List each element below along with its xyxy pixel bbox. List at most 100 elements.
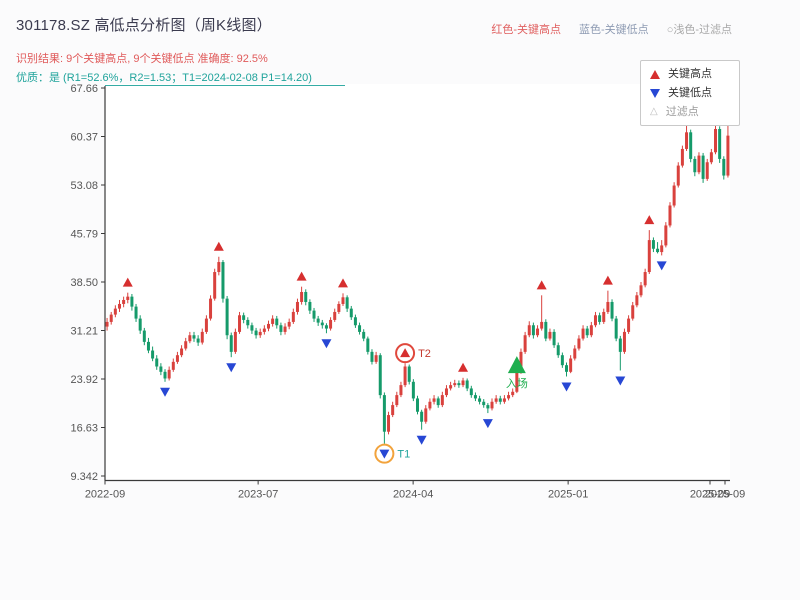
candle-body	[159, 366, 163, 372]
candle-body	[718, 128, 722, 159]
candle-body	[465, 380, 469, 389]
candle-body	[552, 331, 556, 346]
annotations-layer: T1 T2	[374, 343, 431, 464]
candle-body	[589, 325, 593, 336]
axes-layer: 67.66 60.37 53.08 45.79 38.50 31.21 23.92 16.63…	[70, 83, 745, 501]
candle-body	[544, 321, 548, 339]
key-high-marker	[536, 280, 547, 290]
candle-body	[324, 325, 328, 329]
candle-body	[569, 358, 573, 372]
y-tick-label: 16.63	[70, 423, 98, 435]
candle-body	[258, 331, 262, 336]
key-low-marker	[160, 387, 171, 397]
candle-body	[378, 355, 382, 396]
candle-body	[440, 395, 444, 406]
y-tick-label: 23.92	[70, 374, 98, 386]
candle-body	[221, 262, 225, 299]
candle-body	[689, 132, 693, 159]
candle-body	[283, 326, 287, 332]
candle-body	[507, 395, 511, 399]
candle-body	[184, 341, 188, 349]
candle-body	[250, 325, 254, 331]
key-low-marker	[321, 339, 332, 349]
candle-body	[387, 415, 391, 432]
y-tick-label: 31.21	[70, 326, 98, 338]
candle-body	[709, 152, 713, 163]
candle-body	[531, 325, 535, 336]
candle-body	[391, 405, 395, 416]
candle-body	[337, 303, 341, 312]
candle-body	[271, 318, 275, 324]
candle-body	[565, 365, 569, 372]
candle-body	[482, 401, 486, 406]
candles-layer	[105, 112, 730, 444]
key-low-marker	[226, 363, 237, 373]
candle-body	[122, 299, 126, 304]
y-tick-label: 9.342	[70, 471, 98, 483]
candle-body	[163, 371, 167, 379]
candle-body	[109, 314, 113, 322]
candle-body	[242, 315, 246, 320]
candle-body	[134, 306, 138, 319]
subtitle-underline	[105, 85, 345, 86]
entry-marker-layer: 入场	[506, 356, 528, 390]
candle-body	[651, 240, 655, 249]
top-legend-key-high-label: 红色-关键高点	[491, 24, 562, 36]
candle-body	[428, 401, 432, 409]
candle-body	[200, 331, 204, 343]
x-tick-label: 2025-09	[705, 489, 745, 501]
candle-body	[581, 328, 585, 339]
entry-triangle-icon	[507, 356, 526, 374]
y-tick-label: 53.08	[70, 180, 98, 192]
candle-body	[300, 291, 304, 302]
y-tick-label: 45.79	[70, 229, 98, 241]
candle-body	[395, 395, 399, 406]
candle-body	[618, 338, 622, 352]
annotation-label: T1	[397, 449, 410, 461]
candle-body	[266, 323, 270, 329]
candle-body	[577, 338, 581, 349]
candle-body	[560, 355, 564, 366]
candle-body	[254, 330, 258, 336]
candle-body	[622, 331, 626, 352]
candle-body	[353, 317, 357, 326]
candle-body	[519, 351, 523, 372]
candle-body	[672, 185, 676, 206]
x-tick-label: 2025-01	[548, 489, 588, 501]
candle-body	[469, 388, 473, 396]
candle-body	[167, 369, 171, 379]
candle-body	[453, 383, 457, 386]
key-low-marker	[416, 435, 427, 445]
candle-body	[664, 225, 668, 246]
candle-body	[175, 355, 179, 362]
candle-body	[225, 298, 229, 336]
candle-body	[714, 128, 718, 153]
candle-body	[329, 319, 333, 329]
recognition-result-text: 识别结果: 9个关键高点, 9个关键低点 准确度: 92.5%	[16, 53, 268, 65]
key-high-marker	[602, 275, 613, 285]
y-tick-label: 67.66	[70, 83, 98, 95]
candle-body	[449, 385, 453, 389]
filter-triangle-icon: △	[650, 106, 658, 117]
candle-body	[233, 331, 237, 352]
candle-body	[126, 296, 130, 300]
key-high-marker	[458, 362, 469, 372]
key-high-marker	[122, 277, 133, 287]
annotation-label: T2	[418, 348, 431, 360]
candle-body	[374, 355, 378, 362]
candle-body	[316, 318, 320, 323]
quality-text: 优质：是 (R1=52.6%，R2=1.53；T1=2024-02-08 P1=…	[16, 72, 312, 84]
candle-body	[726, 135, 730, 176]
candle-body	[113, 308, 117, 315]
candle-body	[478, 398, 482, 402]
candle-body	[320, 322, 324, 326]
candle-body	[403, 366, 407, 386]
candle-body	[593, 315, 597, 326]
candle-body	[527, 325, 531, 336]
candle-body	[341, 297, 345, 304]
key-high-markers	[122, 215, 655, 372]
y-tick-label: 60.37	[70, 132, 98, 144]
candle-body	[697, 155, 701, 173]
candle-body	[382, 395, 386, 432]
